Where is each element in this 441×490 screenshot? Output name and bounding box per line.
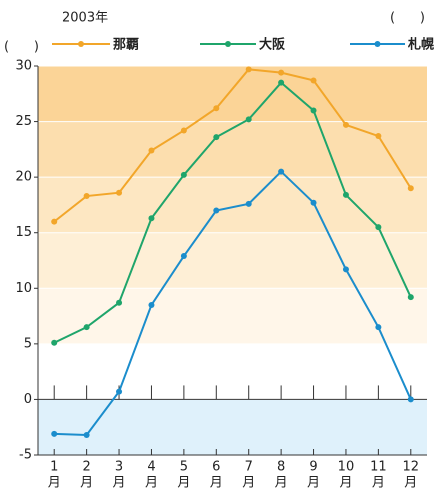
x-unit: 月: [145, 476, 158, 490]
y-tick-label: 10: [15, 281, 32, 296]
data-point: [310, 77, 317, 84]
data-point: [51, 339, 58, 346]
annotation: ( ): [390, 11, 425, 26]
data-point: [407, 294, 414, 301]
data-point: [375, 133, 382, 140]
x-unit: 月: [80, 476, 93, 490]
x-unit: 月: [339, 476, 352, 490]
data-point: [83, 431, 90, 438]
data-point: [213, 134, 220, 141]
legend-label: 那覇: [113, 38, 139, 53]
data-point: [180, 127, 187, 134]
x-unit: 月: [307, 476, 320, 490]
series-line: [53, 68, 412, 223]
y-tick-label: -5: [19, 448, 32, 463]
temp-band: [38, 177, 427, 233]
legend-label: 大阪: [259, 37, 286, 53]
data-point: [342, 121, 349, 128]
x-tick-label: 7: [245, 460, 253, 475]
data-point: [375, 324, 382, 331]
data-point: [278, 79, 285, 86]
data-point: [245, 66, 252, 73]
x-tick-label: 12: [403, 460, 420, 475]
chart-title: 2003年: [62, 11, 108, 26]
x-tick-label: 3: [115, 460, 123, 475]
y-tick-label: 30: [15, 59, 32, 74]
x-unit: 月: [177, 476, 190, 490]
x-unit: 月: [372, 476, 385, 490]
x-tick-label: 2: [82, 460, 90, 475]
data-point: [83, 324, 90, 331]
temp-band: [38, 343, 427, 400]
data-point: [245, 116, 252, 123]
below-zero-band: [38, 399, 427, 455]
annotation: ( ): [4, 40, 39, 55]
data-point: [116, 299, 123, 306]
x-unit: 月: [48, 476, 61, 490]
data-point: [407, 396, 414, 403]
data-point: [213, 105, 220, 112]
data-point: [407, 185, 414, 192]
data-point: [342, 191, 349, 198]
data-point: [83, 193, 90, 200]
x-unit: 月: [210, 476, 223, 490]
data-point: [310, 199, 317, 206]
legend-label: 札幌: [407, 37, 434, 53]
data-point: [180, 171, 187, 178]
data-point: [213, 207, 220, 214]
x-unit: 月: [275, 476, 288, 490]
y-tick-label: 25: [15, 114, 32, 129]
series-line: [54, 170, 412, 437]
data-point: [116, 189, 123, 196]
data-point: [278, 168, 285, 175]
temp-band: [38, 288, 427, 344]
data-point: [148, 215, 155, 222]
data-point: [51, 430, 58, 437]
y-tick-label: 5: [24, 336, 32, 351]
temp-band: [38, 232, 427, 289]
x-tick-label: 4: [147, 460, 155, 475]
temp-band: [38, 66, 427, 122]
temp-band: [38, 121, 427, 178]
data-point: [278, 69, 285, 76]
x-unit: 月: [242, 476, 255, 490]
x-tick-label: 8: [277, 460, 285, 475]
x-unit: 月: [404, 476, 417, 490]
data-point: [148, 147, 155, 154]
y-tick-label: 20: [15, 170, 32, 185]
x-tick-label: 9: [309, 460, 317, 475]
legend-marker: [374, 41, 381, 47]
y-tick-label: 15: [15, 225, 32, 240]
data-point: [342, 266, 349, 273]
x-unit: 月: [113, 476, 126, 490]
x-tick-label: 11: [370, 460, 387, 475]
x-tick-label: 10: [338, 460, 355, 475]
x-tick-label: 1: [50, 460, 58, 475]
data-point: [245, 200, 252, 207]
data-point: [116, 388, 123, 395]
data-point: [51, 218, 58, 225]
y-tick-label: 0: [24, 392, 32, 407]
x-tick-label: 6: [212, 460, 220, 475]
data-point: [148, 301, 155, 308]
series-line: [53, 81, 412, 344]
legend-marker: [225, 41, 231, 47]
legend-marker: [78, 41, 84, 47]
data-point: [375, 224, 382, 231]
data-point: [180, 253, 187, 260]
data-point: [310, 107, 317, 114]
x-tick-label: 5: [180, 460, 188, 475]
